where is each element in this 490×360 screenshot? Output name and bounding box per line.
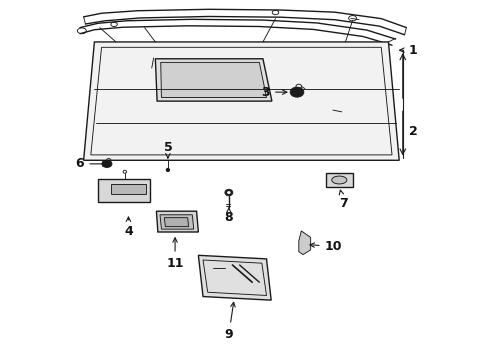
Polygon shape xyxy=(156,211,198,232)
Ellipse shape xyxy=(225,189,233,196)
Text: 7: 7 xyxy=(339,190,348,210)
Polygon shape xyxy=(299,231,311,255)
Ellipse shape xyxy=(102,160,112,167)
Text: 6: 6 xyxy=(76,157,107,170)
Text: 5: 5 xyxy=(164,141,172,158)
Ellipse shape xyxy=(167,168,170,171)
Text: 1: 1 xyxy=(400,44,417,57)
Text: 4: 4 xyxy=(124,217,133,238)
Text: 3: 3 xyxy=(262,86,287,99)
Polygon shape xyxy=(111,184,146,194)
Ellipse shape xyxy=(227,191,231,194)
Polygon shape xyxy=(198,255,271,300)
Polygon shape xyxy=(160,215,194,229)
Text: 9: 9 xyxy=(224,302,235,341)
Text: 2: 2 xyxy=(409,125,418,138)
Ellipse shape xyxy=(332,176,347,184)
Polygon shape xyxy=(161,62,267,98)
Text: 11: 11 xyxy=(166,238,184,270)
Text: 8: 8 xyxy=(224,208,233,224)
Text: 10: 10 xyxy=(310,240,342,253)
Polygon shape xyxy=(326,173,353,187)
Polygon shape xyxy=(98,179,150,202)
Ellipse shape xyxy=(290,87,304,97)
Polygon shape xyxy=(164,218,189,226)
Polygon shape xyxy=(155,59,272,101)
Polygon shape xyxy=(84,42,399,160)
